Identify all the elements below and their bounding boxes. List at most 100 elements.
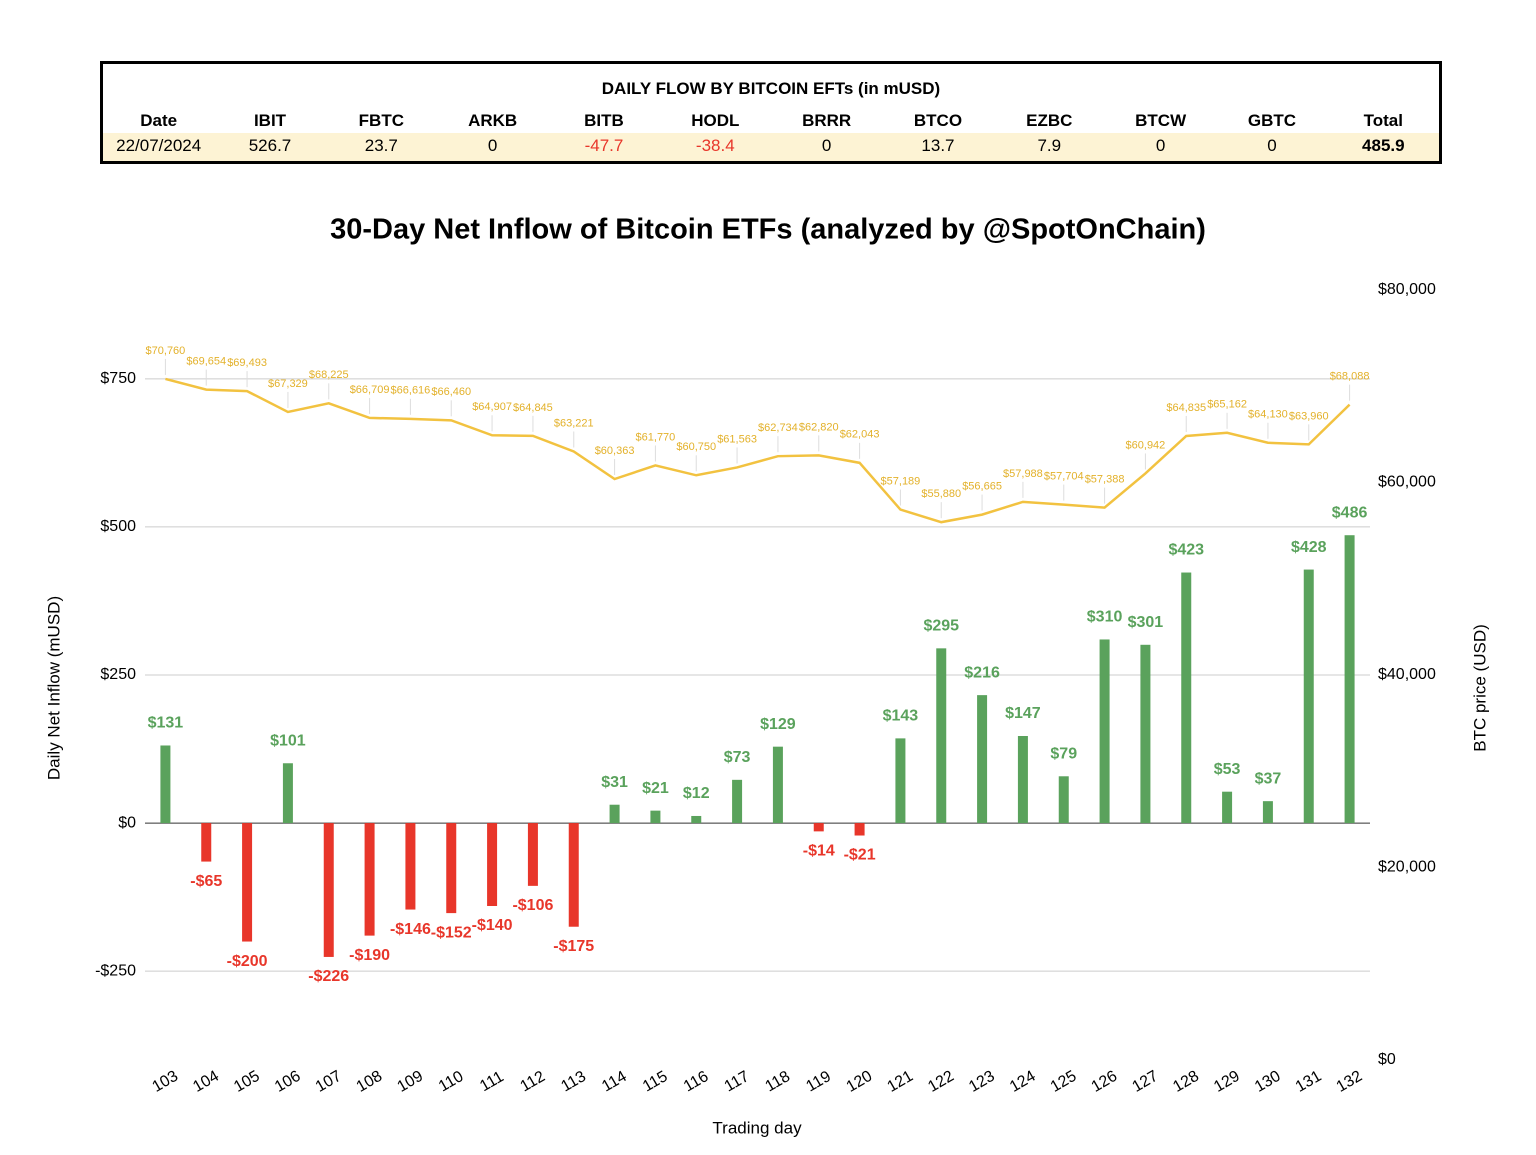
x-tick-label: 109 [394,1068,426,1096]
y2-tick-label: $60,000 [1378,474,1436,491]
x-tick-label: 131 [1293,1068,1325,1096]
x-tick-label: 132 [1334,1068,1366,1096]
bar-value-label: -$226 [308,968,349,985]
price-label: $65,162 [1207,399,1247,411]
bar [977,695,988,824]
y2-tick-label: $80,000 [1378,281,1436,298]
bar [1262,801,1273,824]
table: Date IBIT FBTC ARKB BITB HODL BRRR BTCO EZBC BTCW… [103,107,1439,161]
flow-table: DAILY FLOW BY BITCOIN EFTs (in mUSD) Dat… [100,61,1442,164]
table-body: 22/07/2024 526.7 23.7 0 -47.7 -38.4 0 13.7 7.9 0 0… [103,133,1439,161]
bar [936,648,947,824]
bar-value-label: $486 [1332,504,1368,521]
bar-value-label: $21 [642,780,669,797]
bar-value-label: $53 [1214,761,1241,778]
bar-value-label: $37 [1255,770,1282,787]
column-header: BITB [584,111,624,130]
bar-value-label: -$65 [190,873,222,890]
x-axis-label: Trading day [712,1118,802,1137]
y-tick-label: -$250 [95,962,136,979]
bar-value-label: $143 [883,708,919,725]
column-header: FBTC [358,111,404,130]
x-tick-label: 119 [803,1068,834,1096]
price-label: $56,665 [962,481,1002,493]
price-label: $64,130 [1248,409,1288,421]
column-header: IBIT [253,111,287,130]
price-label: $64,907 [472,401,512,413]
price-label: $57,189 [881,475,921,487]
x-tick-label: 120 [844,1068,876,1096]
bar-value-label: $31 [601,774,628,791]
price-label: $69,493 [227,357,267,369]
table-cell: -47.7 [548,133,660,161]
table-cell: 23.7 [325,133,437,161]
bar [282,763,293,824]
table-cell: 22/07/2024 [103,133,215,161]
bar-value-label: -$175 [553,938,594,955]
x-tick-label: 105 [231,1068,263,1096]
x-tick-label: 107 [313,1068,345,1096]
price-label: $68,225 [309,369,349,381]
bar [691,815,702,824]
bar-value-label: $216 [964,664,1000,681]
x-tick-label: 111 [477,1068,507,1095]
price-label: $57,988 [1003,468,1043,480]
x-tick-label: 113 [558,1068,589,1096]
price-label: $66,709 [350,384,390,396]
price-label: $55,880 [921,488,961,500]
x-tick-label: 126 [1089,1068,1121,1096]
bar [732,779,743,824]
bar [446,823,457,914]
bar-value-label: $12 [683,785,710,802]
column-header: Date [140,111,178,130]
bar-value-label: -$152 [431,924,472,941]
bar-value-label: -$14 [803,843,835,860]
price-label: $63,960 [1289,410,1329,422]
x-tick-label: 127 [1129,1068,1161,1096]
table-cell: 7.9 [993,133,1105,161]
x-tick-label: 121 [884,1068,916,1096]
table-cell: 0 [1216,133,1328,161]
bar-value-label: -$146 [390,921,431,938]
price-label: $61,770 [636,431,676,443]
x-tick-label: 118 [762,1068,793,1096]
bar [242,823,253,942]
bar [568,823,579,927]
bar [364,823,375,936]
bar-value-label: $310 [1087,609,1123,626]
header-row: Date IBIT FBTC ARKB BITB HODL BRRR BTCO EZBC BTCW… [103,107,1439,133]
x-tick-label: 130 [1252,1068,1284,1096]
bar [1344,535,1355,824]
price-label: $64,845 [513,402,553,414]
price-label: $68,088 [1330,371,1370,383]
bar [609,804,620,824]
bar-value-label: $101 [270,732,306,749]
x-tick-label: 114 [599,1068,630,1096]
bar-value-label: $129 [760,716,796,733]
x-tick-label: 103 [149,1068,181,1096]
bar [772,746,783,824]
bar [201,823,212,862]
bar-value-label: -$200 [227,953,268,970]
bar [895,738,906,824]
bar-value-label: $295 [923,618,959,635]
bar [405,823,416,910]
price-line [165,377,1351,524]
bar [1303,569,1314,824]
bar-value-label: $423 [1168,542,1204,559]
x-tick-label: 129 [1211,1068,1243,1096]
price-label: $60,942 [1126,439,1166,451]
column-header: ARKB [468,111,518,130]
bar [1017,736,1028,824]
bar [487,823,498,906]
bar [323,823,334,957]
price-label: $60,363 [595,445,635,457]
bar [650,810,661,824]
column-header: BRRR [802,111,852,130]
y-tick-label: $500 [100,518,136,535]
x-tick-label: 124 [1007,1068,1039,1096]
x-tick-label: 115 [640,1068,671,1096]
price-label: $57,388 [1085,474,1125,486]
price-label: $61,563 [717,433,757,445]
x-tick-label: 116 [681,1068,712,1096]
